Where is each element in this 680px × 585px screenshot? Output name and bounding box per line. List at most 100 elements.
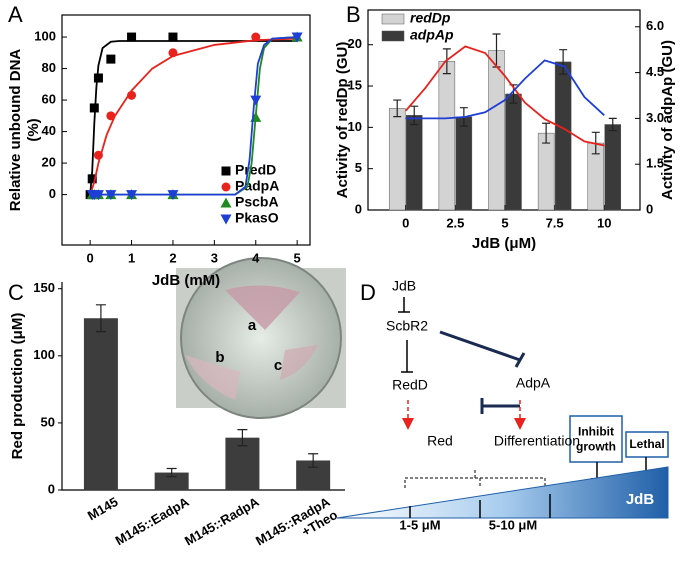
x-tick-label: 0 bbox=[402, 215, 409, 230]
y-tick-label: 100 bbox=[33, 347, 55, 362]
legend-label: PkasO bbox=[235, 210, 279, 226]
y-tick-label: 10 bbox=[348, 119, 362, 134]
x-tick-label: 2 bbox=[169, 250, 176, 265]
node-label: Differentiation bbox=[494, 433, 580, 449]
node-label: AdpA bbox=[516, 375, 551, 391]
box-lethal bbox=[625, 431, 669, 458]
bar bbox=[225, 437, 260, 490]
marker bbox=[106, 111, 116, 121]
legend-marker bbox=[220, 197, 232, 208]
legend-swatch bbox=[381, 30, 405, 42]
range-label: 1-5 μM bbox=[399, 517, 440, 532]
legend-label: PscbA bbox=[235, 194, 279, 210]
x-axis-label: JdB (mM) bbox=[152, 272, 220, 289]
bar bbox=[537, 132, 555, 211]
x-tick-label: 5 bbox=[294, 250, 301, 265]
panel-letter: C bbox=[8, 280, 24, 305]
bar bbox=[438, 60, 456, 211]
bar bbox=[455, 116, 473, 211]
legend-swatch bbox=[381, 13, 405, 25]
bracket bbox=[404, 470, 546, 488]
y-axis-label: (%) bbox=[25, 118, 42, 141]
marker bbox=[168, 48, 178, 58]
marker bbox=[106, 54, 116, 64]
box-inhibit bbox=[569, 415, 623, 463]
inhibit-line bbox=[439, 330, 521, 362]
legend-label: PredD bbox=[235, 162, 276, 178]
y2-tick-label: 0 bbox=[646, 201, 653, 216]
node-label: JdB bbox=[392, 278, 416, 294]
y-tick-label: 5 bbox=[355, 160, 362, 175]
legend-marker bbox=[220, 214, 232, 225]
error-bar bbox=[542, 122, 551, 144]
marker bbox=[93, 73, 103, 83]
gradient-triangle bbox=[336, 466, 669, 519]
legend-marker bbox=[221, 182, 231, 192]
bar bbox=[554, 61, 572, 211]
y-tick-label: 0 bbox=[49, 186, 56, 201]
node-label: Red bbox=[427, 433, 453, 449]
fit-curve bbox=[90, 36, 298, 196]
x-tick-label: 5 bbox=[501, 215, 508, 230]
panel-letter: A bbox=[8, 2, 23, 27]
y-axis-label: Red production (μM) bbox=[9, 313, 26, 460]
y2-tick-label: 1.5 bbox=[646, 156, 664, 171]
marker bbox=[93, 150, 103, 160]
marker bbox=[87, 174, 97, 184]
bar bbox=[154, 472, 189, 490]
y-tick-label: 20 bbox=[42, 155, 56, 170]
bar bbox=[388, 108, 406, 211]
legend-marker bbox=[221, 166, 231, 176]
marker bbox=[126, 190, 138, 201]
panel-letter: D bbox=[360, 280, 376, 305]
y2-tick-label: 3.0 bbox=[646, 110, 664, 125]
y-tick-label: 50 bbox=[41, 414, 55, 429]
error-bar bbox=[237, 429, 248, 447]
x-tick-label: 1 bbox=[128, 250, 135, 265]
gradient-label: JdB bbox=[626, 491, 655, 508]
fit-curve bbox=[405, 59, 605, 120]
colony-c bbox=[280, 345, 318, 380]
marker bbox=[92, 190, 104, 201]
x-tick-label: 7.5 bbox=[546, 215, 564, 230]
bar bbox=[488, 50, 505, 211]
x-tick-label: 10 bbox=[597, 215, 611, 230]
marker bbox=[291, 32, 303, 43]
box-label: Inhibit growth bbox=[576, 425, 616, 454]
node-label: RedD bbox=[392, 377, 428, 393]
y-tick-label: 80 bbox=[42, 60, 56, 75]
fit-curve bbox=[89, 40, 298, 195]
y-tick-label: 20 bbox=[348, 36, 362, 51]
y-tick-label: 150 bbox=[33, 280, 55, 295]
x-axis-label: JdB (μM) bbox=[472, 235, 536, 252]
error-bar bbox=[559, 49, 568, 75]
inset-label: b bbox=[215, 349, 224, 366]
x-tick-label: 4 bbox=[252, 250, 260, 265]
inhibit-bar bbox=[514, 352, 526, 368]
colony-b bbox=[185, 355, 240, 400]
bar bbox=[505, 93, 522, 211]
marker bbox=[105, 190, 117, 201]
error-bar bbox=[166, 467, 177, 478]
bar bbox=[83, 318, 118, 490]
bar bbox=[604, 124, 622, 211]
inset-label: c bbox=[274, 357, 282, 374]
x-tick-label: 2.5 bbox=[446, 215, 464, 230]
x-tick-label: 3 bbox=[211, 250, 218, 265]
marker bbox=[251, 32, 261, 42]
error-bar bbox=[95, 304, 106, 333]
fit-curve bbox=[405, 45, 605, 147]
y2-tick-label: 6.0 bbox=[646, 18, 664, 33]
marker bbox=[167, 190, 179, 201]
node-label: ScbR2 bbox=[386, 318, 428, 334]
error-bar bbox=[393, 99, 402, 118]
y-tick-label: 0 bbox=[48, 481, 55, 496]
y-tick-label: 15 bbox=[348, 77, 362, 92]
inset-label: a bbox=[248, 317, 257, 334]
panel-letter: B bbox=[346, 2, 361, 27]
plot-frame bbox=[61, 14, 311, 246]
y2-axis-label: Activity of adpAp (GU) bbox=[659, 40, 676, 200]
box-label: Lethal bbox=[629, 437, 664, 451]
marker bbox=[168, 32, 178, 42]
